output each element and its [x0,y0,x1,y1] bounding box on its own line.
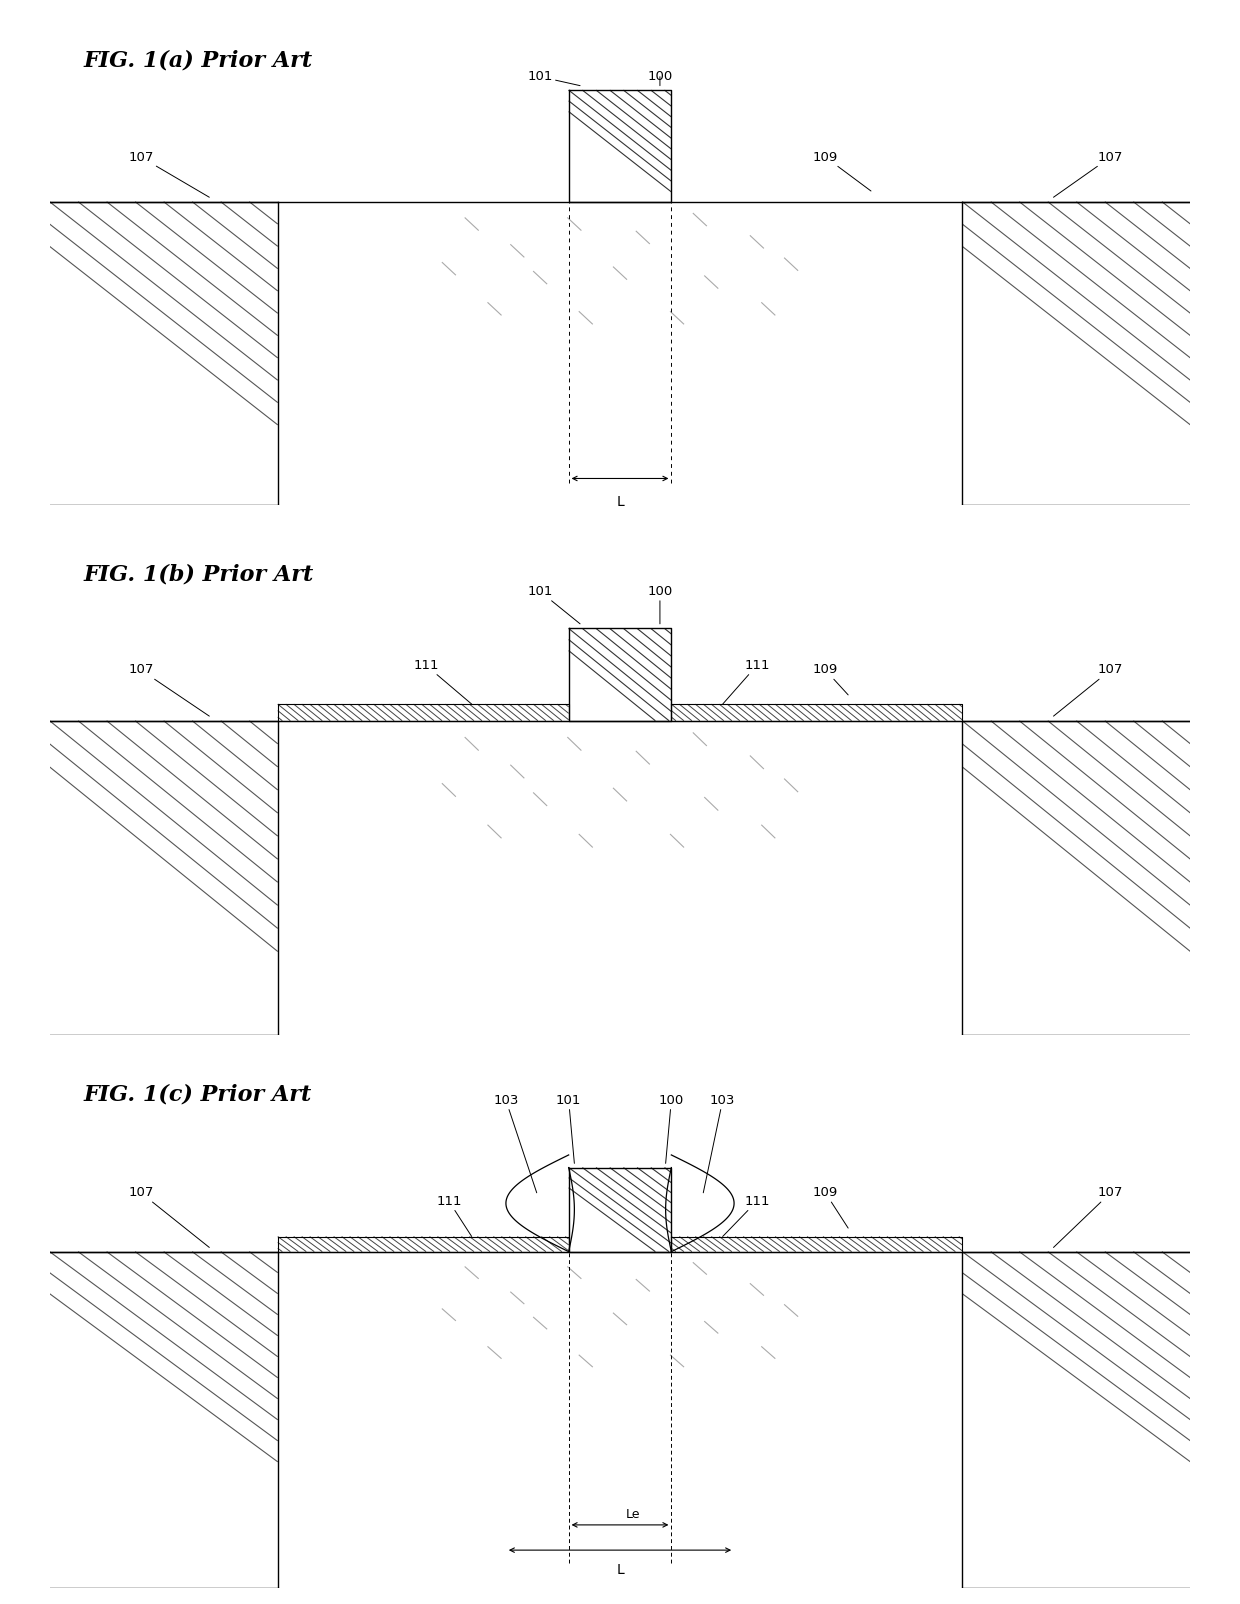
Text: FIG. 1(a) Prior Art: FIG. 1(a) Prior Art [84,50,312,72]
Bar [569,1168,671,1251]
Bar [50,1251,278,1588]
Text: 109: 109 [812,664,848,695]
Text: L: L [616,1562,624,1577]
Text: 109: 109 [812,151,870,191]
Text: Le: Le [626,1508,640,1521]
Text: 101: 101 [527,71,580,85]
Bar [962,1251,1190,1588]
Bar [278,704,569,720]
Text: 111: 111 [723,1195,770,1237]
Bar [569,90,671,202]
Bar [50,202,278,505]
Text: 107: 107 [128,151,210,197]
Text: 107: 107 [128,1187,210,1248]
Text: 107: 107 [128,664,210,715]
Text: FIG. 1(b) Prior Art: FIG. 1(b) Prior Art [84,565,314,585]
Text: 109: 109 [812,1187,848,1229]
Bar [962,720,1190,1035]
Bar [671,1237,962,1251]
Text: FIG. 1(c) Prior Art: FIG. 1(c) Prior Art [84,1083,312,1105]
Bar [671,704,962,720]
Text: L: L [616,494,624,508]
Bar [962,202,1190,505]
Text: 101: 101 [556,1094,582,1163]
Text: 103: 103 [703,1094,735,1193]
Text: 107: 107 [1054,1187,1123,1248]
Text: 100: 100 [647,71,672,85]
Bar [278,1237,569,1251]
Text: 111: 111 [723,659,770,704]
Text: 107: 107 [1054,664,1123,715]
Text: 107: 107 [1054,151,1123,197]
Bar [50,720,278,1035]
Bar [569,629,671,720]
Text: 111: 111 [413,659,471,704]
Text: 101: 101 [527,585,580,624]
Text: 100: 100 [647,585,672,624]
Text: 100: 100 [658,1094,684,1163]
Text: 103: 103 [494,1094,537,1193]
Text: 111: 111 [436,1195,471,1237]
